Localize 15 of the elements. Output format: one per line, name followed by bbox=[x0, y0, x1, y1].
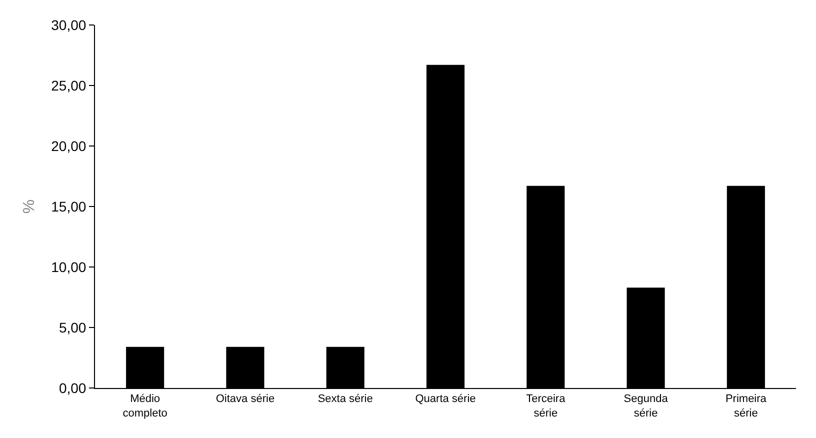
y-tick-label: 20,00 bbox=[51, 138, 86, 154]
y-axis-title: % bbox=[21, 199, 38, 214]
x-tick-label: Médio completo bbox=[122, 393, 168, 420]
y-tick-label: 10,00 bbox=[51, 258, 86, 275]
x-tick-label: Primeira série bbox=[725, 393, 768, 420]
y-tick-label: 25,00 bbox=[51, 77, 86, 94]
y-tick-label: 30,00 bbox=[51, 16, 86, 33]
x-tick-label: Quarta série bbox=[415, 393, 476, 406]
y-tick-label: 5,00 bbox=[58, 319, 86, 336]
x-tick-label: Oitava série bbox=[216, 393, 275, 406]
x-tick-label: Sexta série bbox=[318, 393, 373, 406]
x-tick-label: Terceira série bbox=[526, 393, 566, 420]
y-tick-label: 0,00 bbox=[58, 380, 86, 396]
y-tick-label: 15,00 bbox=[51, 198, 86, 214]
x-tick-label: Segunda série bbox=[624, 393, 669, 420]
